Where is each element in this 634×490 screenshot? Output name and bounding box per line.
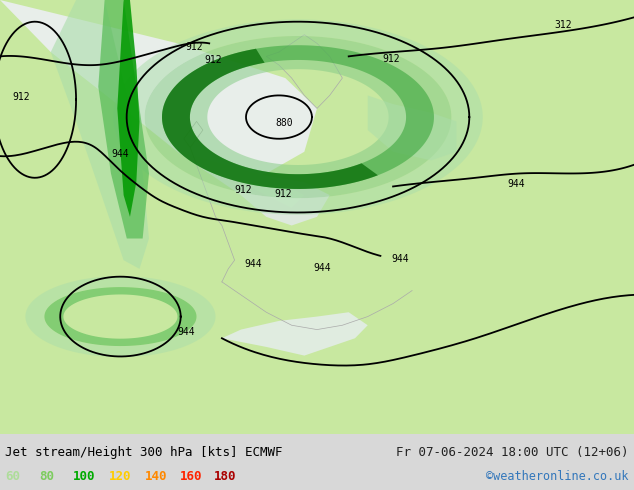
Text: 912: 912 xyxy=(186,42,204,52)
Polygon shape xyxy=(44,287,197,346)
Text: 944: 944 xyxy=(111,149,129,159)
Polygon shape xyxy=(241,173,304,208)
Text: 944: 944 xyxy=(314,263,332,273)
Text: 80: 80 xyxy=(39,470,55,483)
FancyBboxPatch shape xyxy=(158,0,634,239)
Text: 944: 944 xyxy=(507,179,525,189)
Polygon shape xyxy=(25,276,216,357)
Polygon shape xyxy=(117,0,139,217)
Polygon shape xyxy=(51,0,149,269)
Text: 160: 160 xyxy=(179,470,202,483)
Polygon shape xyxy=(162,45,434,189)
FancyBboxPatch shape xyxy=(0,65,368,490)
Polygon shape xyxy=(162,49,378,189)
Text: 912: 912 xyxy=(382,54,400,64)
Polygon shape xyxy=(368,96,456,160)
Text: 140: 140 xyxy=(145,470,167,483)
Text: 912: 912 xyxy=(13,92,30,102)
Text: 912: 912 xyxy=(204,55,222,65)
Text: 312: 312 xyxy=(555,20,573,30)
Text: 880: 880 xyxy=(276,118,294,128)
Text: 944: 944 xyxy=(392,254,410,265)
FancyBboxPatch shape xyxy=(0,0,266,304)
Polygon shape xyxy=(98,0,149,239)
Polygon shape xyxy=(222,312,368,356)
Text: Jet stream/Height 300 hPa [kts] ECMWF: Jet stream/Height 300 hPa [kts] ECMWF xyxy=(5,446,283,459)
Text: 120: 120 xyxy=(109,470,131,483)
Text: 912: 912 xyxy=(235,185,252,195)
Text: 912: 912 xyxy=(274,189,292,199)
Text: 180: 180 xyxy=(214,470,236,483)
Text: 944: 944 xyxy=(178,327,195,337)
FancyBboxPatch shape xyxy=(178,0,634,434)
Text: Fr 07-06-2024 18:00 UTC (12+06): Fr 07-06-2024 18:00 UTC (12+06) xyxy=(396,446,629,459)
Text: 60: 60 xyxy=(5,470,20,483)
Polygon shape xyxy=(0,0,317,182)
Text: 944: 944 xyxy=(244,259,262,269)
Polygon shape xyxy=(113,20,483,215)
Polygon shape xyxy=(145,36,451,198)
Text: 100: 100 xyxy=(73,470,95,483)
Polygon shape xyxy=(178,152,330,225)
Text: ©weatheronline.co.uk: ©weatheronline.co.uk xyxy=(486,470,629,483)
